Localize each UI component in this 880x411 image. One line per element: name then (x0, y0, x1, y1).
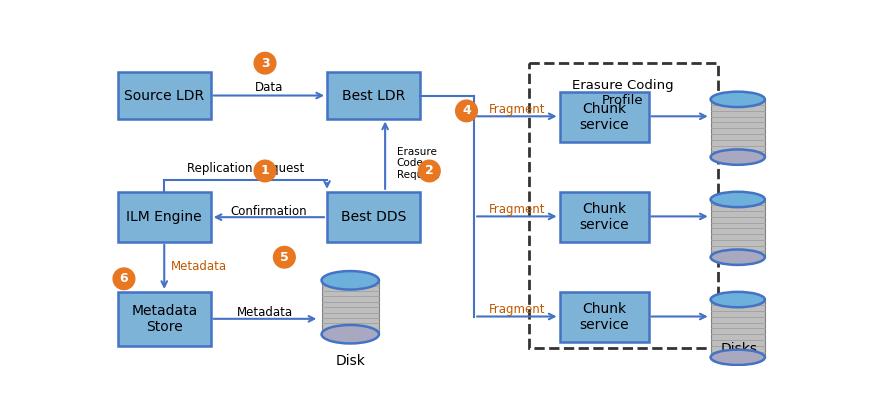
Ellipse shape (321, 271, 379, 290)
Text: Chunk
service: Chunk service (579, 102, 629, 132)
Text: Erasure
Code
Request: Erasure Code Request (397, 147, 439, 180)
Polygon shape (711, 99, 765, 157)
Text: Chunk
service: Chunk service (579, 202, 629, 232)
Ellipse shape (711, 249, 765, 265)
Text: 2: 2 (425, 164, 434, 178)
Text: 5: 5 (280, 251, 289, 264)
Ellipse shape (711, 150, 765, 165)
Text: Source LDR: Source LDR (124, 88, 204, 102)
FancyBboxPatch shape (327, 192, 420, 242)
Text: 4: 4 (462, 104, 471, 118)
Circle shape (254, 160, 275, 182)
FancyBboxPatch shape (327, 72, 420, 119)
Text: 6: 6 (120, 272, 128, 285)
Text: Best LDR: Best LDR (341, 88, 405, 102)
FancyBboxPatch shape (118, 72, 210, 119)
FancyBboxPatch shape (118, 192, 210, 242)
Text: 1: 1 (260, 164, 269, 178)
Ellipse shape (711, 350, 765, 365)
Text: Replication Request: Replication Request (187, 162, 304, 175)
FancyBboxPatch shape (560, 92, 649, 142)
Text: Metadata: Metadata (171, 260, 226, 273)
Text: Disk: Disk (335, 354, 365, 368)
Text: 3: 3 (260, 57, 269, 70)
Text: Fragment: Fragment (488, 103, 545, 116)
Circle shape (254, 52, 275, 74)
Ellipse shape (321, 325, 379, 344)
FancyBboxPatch shape (118, 292, 210, 346)
Circle shape (456, 100, 477, 122)
Text: Confirmation: Confirmation (231, 205, 307, 217)
Text: Disks: Disks (721, 342, 758, 356)
FancyBboxPatch shape (560, 292, 649, 342)
FancyBboxPatch shape (560, 192, 649, 242)
Polygon shape (321, 280, 379, 334)
Circle shape (114, 268, 135, 290)
Polygon shape (711, 300, 765, 357)
Text: Erasure Coding
Profile: Erasure Coding Profile (572, 79, 674, 106)
Text: ILM Engine: ILM Engine (127, 210, 202, 224)
Circle shape (419, 160, 440, 182)
Text: Metadata
Store: Metadata Store (131, 304, 197, 334)
Polygon shape (711, 199, 765, 257)
Text: Best DDS: Best DDS (341, 210, 407, 224)
Text: Chunk
service: Chunk service (579, 302, 629, 332)
Circle shape (274, 247, 295, 268)
Text: Metadata: Metadata (237, 306, 293, 319)
Text: Fragment: Fragment (488, 303, 545, 316)
Ellipse shape (711, 92, 765, 107)
Text: Data: Data (254, 81, 283, 94)
Ellipse shape (711, 192, 765, 207)
Ellipse shape (711, 292, 765, 307)
Text: Fragment: Fragment (488, 203, 545, 216)
